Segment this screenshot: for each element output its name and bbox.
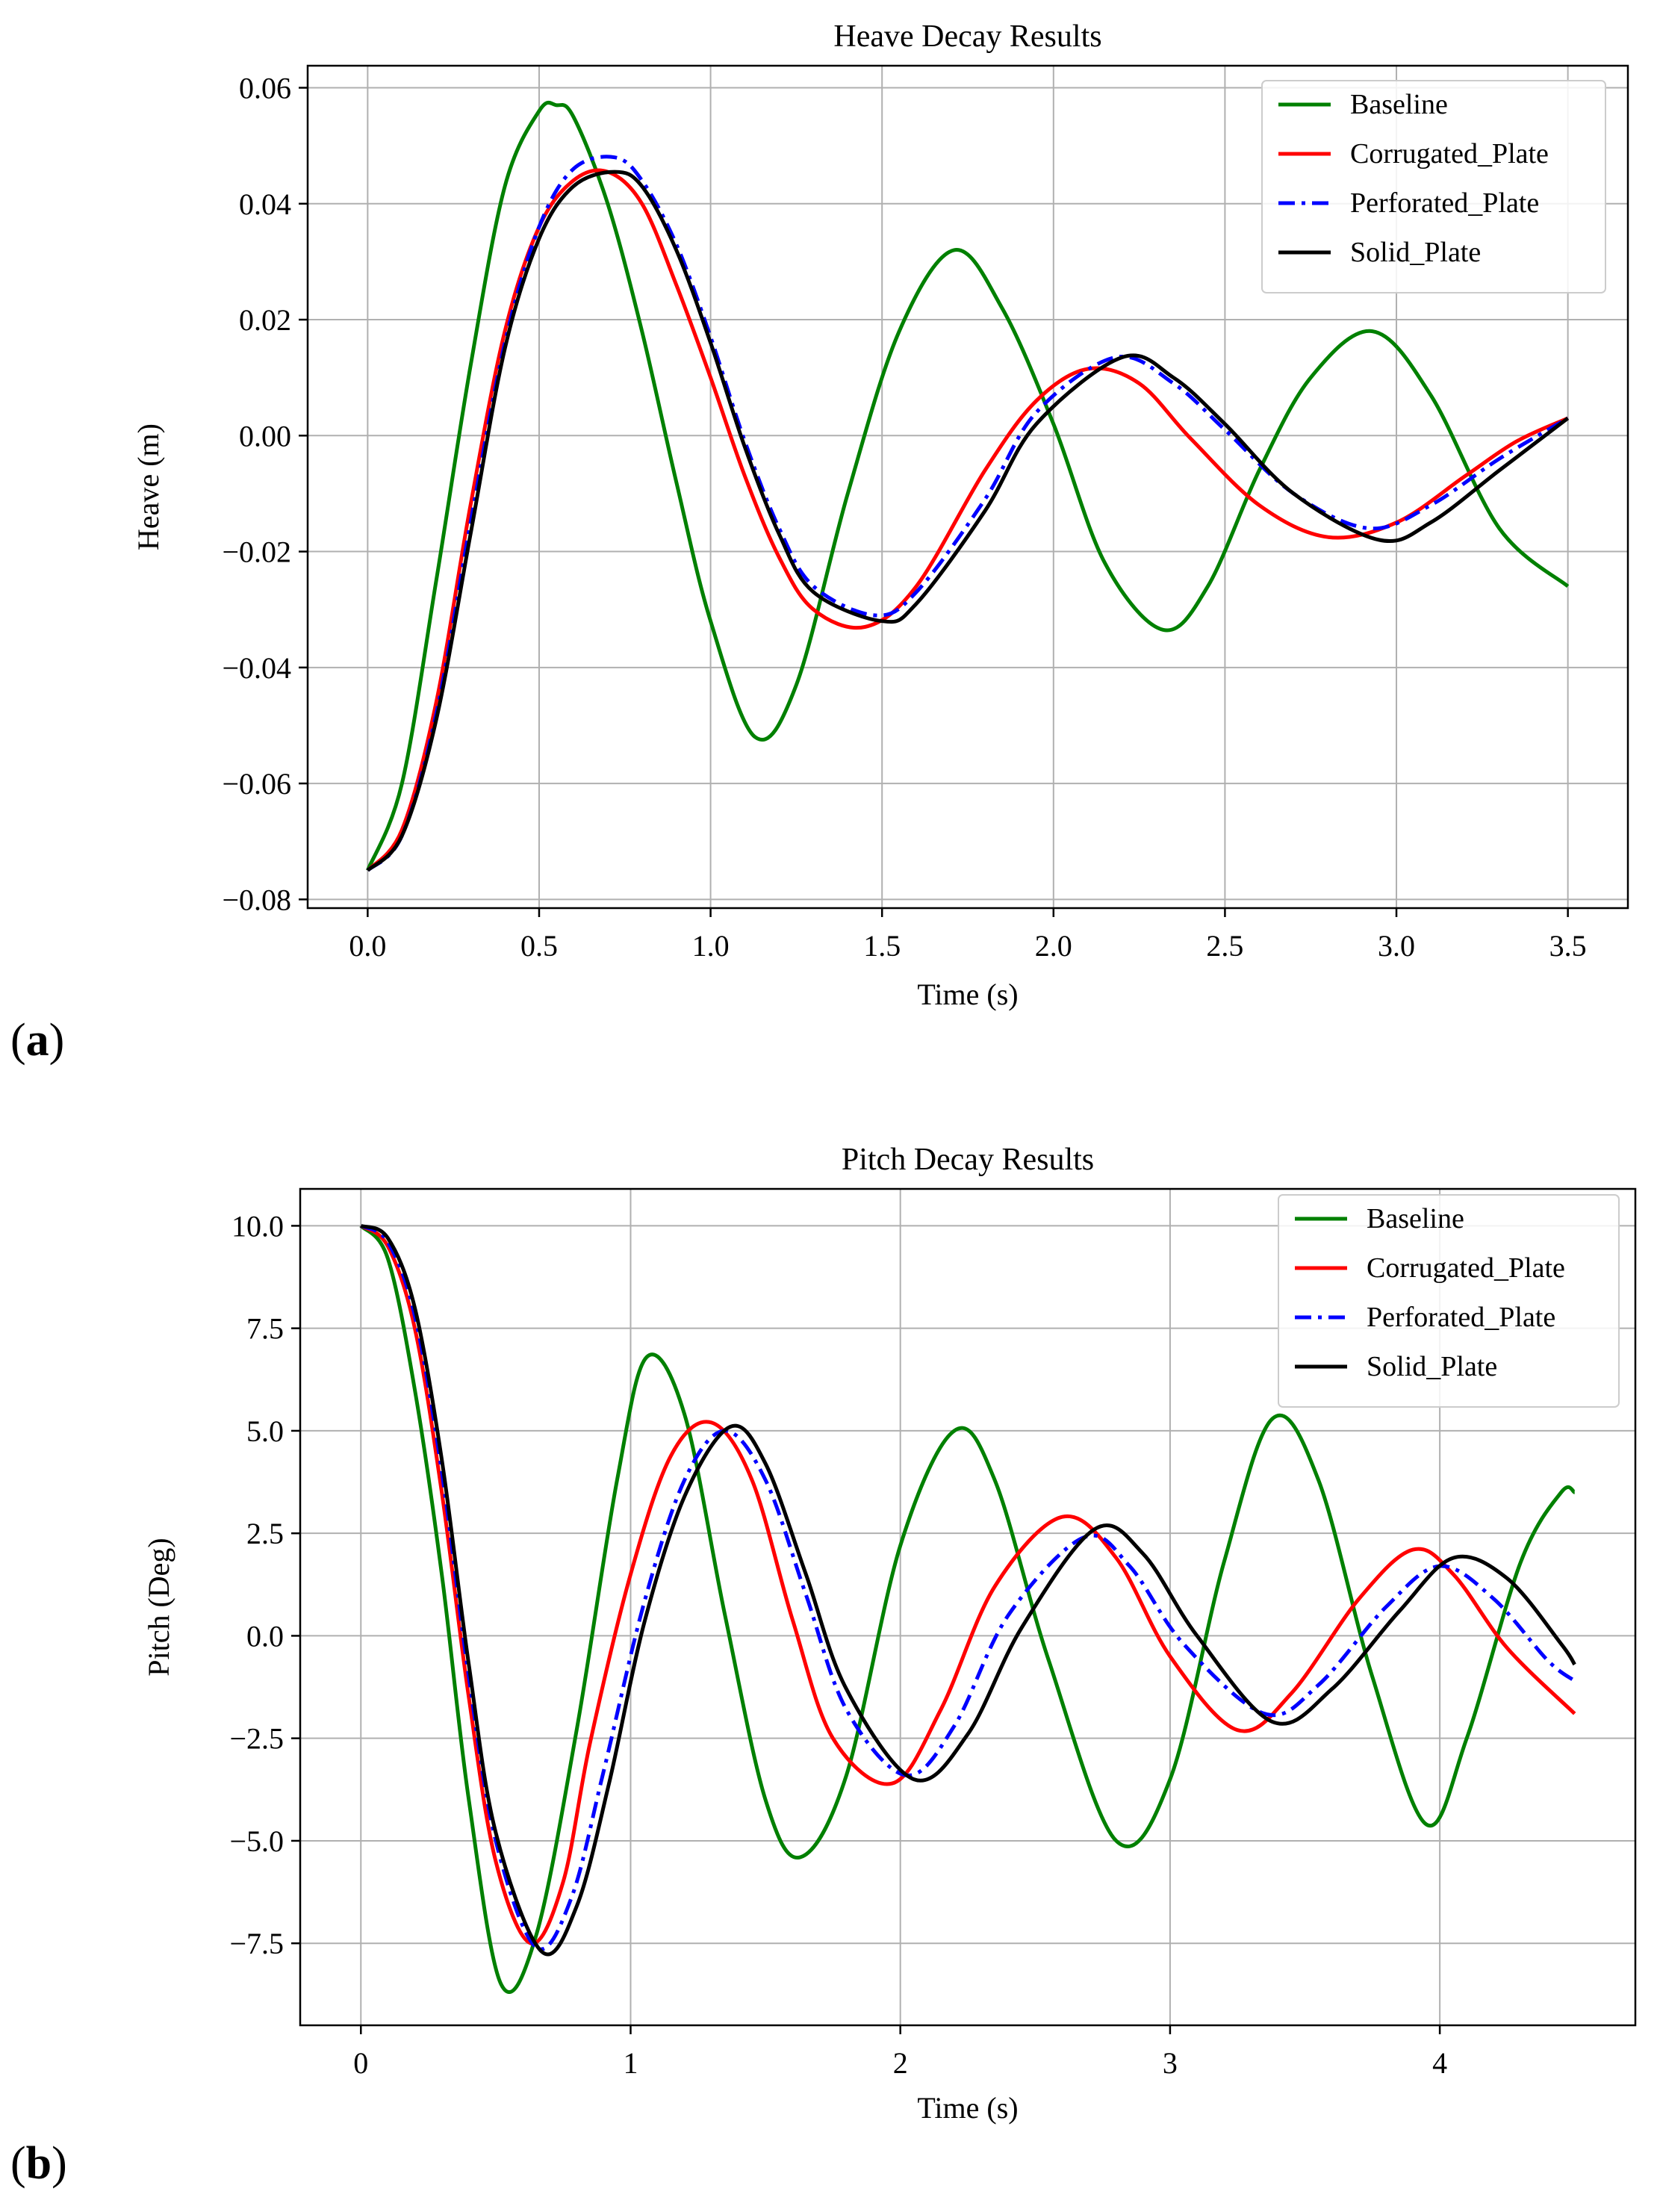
legend-box (1261, 80, 1606, 293)
panel-label-b-letter: b (25, 2138, 52, 2189)
y-tick-label: 0.02 (239, 303, 291, 337)
x-tick-label: 2.0 (1035, 929, 1072, 963)
legend-label-solid-plate: Solid_Plate (1350, 237, 1481, 268)
series-line-corrugated-plate (359, 1224, 1576, 1945)
legend-label-corrugated-plate: Corrugated_Plate (1350, 138, 1549, 170)
y-tick-label: −0.04 (222, 651, 291, 685)
panel-label-b-close: ) (52, 2138, 67, 2189)
chart-2: 0 1 2 3 4 −7.5 −5.0 −2.5 0.0 2.5 5.0 7.5 10.0 Pitch D… (142, 1143, 1637, 2125)
chart-1: 0.0 0.5 1.0 1.5 2.0 2.5 3.0 3.5 −0.08 −0.06 −0.04 −… (131, 19, 1629, 1011)
y-tick-label: 10.0 (231, 1209, 284, 1243)
panel-label-a-open: ( (10, 1015, 26, 1066)
y-tick-label: −0.08 (222, 883, 291, 916)
x-axis-label: Time (s) (917, 2091, 1018, 2125)
series-line-corrugated-plate (366, 168, 1569, 872)
legend-label-corrugated-plate: Corrugated_Plate (1367, 1252, 1565, 1284)
legend-label-perforated-plate: Perforated_Plate (1350, 187, 1539, 219)
x-tick-label: 2.5 (1206, 929, 1243, 963)
y-tick-label: 5.0 (246, 1414, 284, 1448)
y-tick-label: −7.5 (229, 1927, 284, 1960)
legend-box (1278, 1194, 1620, 1408)
y-tick-label: 0.00 (239, 419, 291, 453)
x-tick-label: 3.5 (1549, 929, 1587, 963)
panel-label-a: (a) (10, 1014, 64, 1067)
series-line-baseline (359, 1224, 1576, 1994)
x-tick-label: 2 (893, 2046, 908, 2080)
x-axis-label: Time (s) (917, 978, 1018, 1011)
axes-frame (299, 1187, 1637, 2027)
legend-label-perforated-plate: Perforated_Plate (1367, 1302, 1555, 1333)
y-tick-label: 0.06 (239, 72, 291, 105)
x-tick-label: 0.0 (349, 929, 386, 963)
y-tick-label: 0.04 (239, 187, 291, 221)
chart-title: Pitch Decay Results (842, 1143, 1094, 1177)
y-tick-label: −5.0 (229, 1824, 284, 1858)
x-tick-label: 0.5 (520, 929, 558, 963)
x-tick-label: 1.0 (692, 929, 730, 963)
y-tick-label: 0.0 (246, 1619, 284, 1653)
series-line-solid-plate (360, 1223, 1576, 1957)
panel-label-b-open: ( (10, 2138, 26, 2189)
panel-label-b: (b) (10, 2137, 67, 2190)
x-tick-label: 4 (1432, 2046, 1447, 2080)
legend-label-baseline: Baseline (1367, 1203, 1464, 1234)
legend: Baseline Corrugated_Plate Perforated_Plate… (1278, 1194, 1620, 1408)
chart-title: Heave Decay Results (833, 19, 1101, 54)
y-tick-label: 2.5 (246, 1517, 284, 1550)
legend-label-baseline: Baseline (1350, 89, 1448, 120)
panel-label-a-close: ) (49, 1015, 65, 1066)
y-tick-label: −0.06 (222, 767, 291, 801)
x-tick-label: 0 (353, 2046, 368, 2080)
y-tick-label: −2.5 (229, 1722, 284, 1756)
legend: Baseline Corrugated_Plate Perforated_Plate… (1261, 80, 1606, 293)
y-axis-label: Pitch (Deg) (142, 1538, 175, 1677)
plot-area (359, 1223, 1576, 1994)
y-tick-label: −0.02 (222, 535, 291, 569)
legend-label-solid-plate: Solid_Plate (1367, 1351, 1497, 1382)
x-tick-label: 1 (623, 2046, 638, 2080)
series-line-baseline (366, 100, 1570, 872)
x-tick-label: 3.0 (1378, 929, 1415, 963)
panel-label-a-letter: a (25, 1015, 49, 1066)
plot-area (366, 100, 1570, 872)
x-tick-label: 1.5 (863, 929, 901, 963)
y-tick-label: 7.5 (246, 1312, 284, 1346)
axes-frame (306, 64, 1629, 910)
y-axis-label: Heave (m) (131, 423, 165, 550)
x-tick-label: 3 (1163, 2046, 1178, 2080)
series-line-solid-plate (366, 170, 1570, 872)
